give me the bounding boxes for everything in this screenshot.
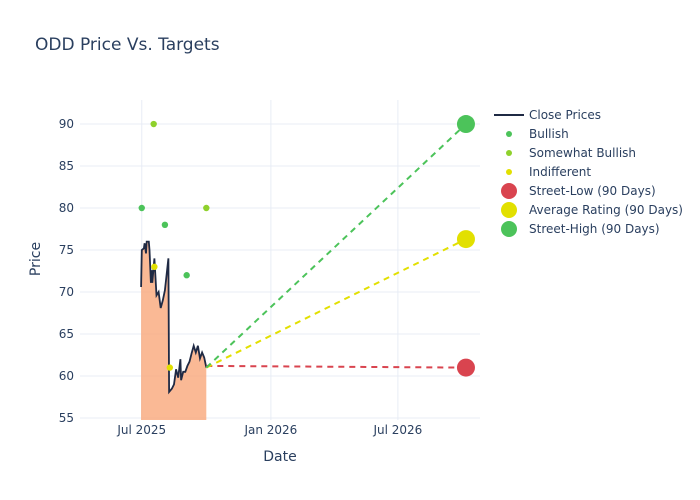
- street-low-target-marker: [456, 358, 475, 377]
- legend-marker-icon: [506, 131, 512, 137]
- y-tick-label: 70: [59, 285, 74, 299]
- street-high-target-marker: [456, 115, 475, 134]
- bullish-rating-point: [161, 221, 169, 229]
- average-rating-target-marker: [456, 230, 475, 249]
- legend-label: Close Prices: [529, 108, 601, 122]
- x-tick-label: Jan 2026: [243, 423, 297, 437]
- y-tick-label: 65: [59, 327, 74, 341]
- bullish-rating-point: [183, 272, 190, 279]
- legend-label: Average Rating (90 Days): [529, 203, 683, 217]
- legend-label: Somewhat Bullish: [529, 146, 636, 160]
- legend-label: Street-Low (90 Days): [529, 184, 656, 198]
- somewhat-bullish-rating-point: [203, 204, 210, 212]
- x-axis-label: Date: [263, 449, 296, 465]
- x-tick-label: Jul 2026: [372, 423, 422, 437]
- y-tick-label: 75: [59, 243, 74, 257]
- street-high-target-line: [205, 123, 467, 369]
- legend-label: Indifferent: [529, 165, 591, 179]
- legend-marker-icon: [501, 221, 517, 237]
- legend-marker-icon: [501, 202, 517, 218]
- y-tick-label: 80: [59, 201, 74, 215]
- somewhat-bullish-rating-point: [150, 120, 157, 128]
- street-low-target-line: [206, 364, 466, 369]
- y-tick-label: 85: [59, 159, 74, 173]
- y-tick-label: 60: [59, 369, 74, 383]
- indifferent-rating-point: [151, 263, 158, 271]
- average-rating-target-line: [205, 238, 467, 369]
- x-tick-label: Jul 2025: [116, 423, 166, 437]
- chart-title: ODD Price Vs. Targets: [35, 35, 220, 55]
- legend-marker-icon: [506, 169, 512, 175]
- legend-marker-icon: [506, 150, 512, 156]
- legend-label: Bullish: [529, 127, 569, 141]
- y-tick-label: 90: [59, 117, 74, 131]
- bullish-rating-point: [138, 204, 145, 212]
- close-price-area: [141, 241, 207, 420]
- close-price-line: [140, 240, 208, 395]
- legend-marker-icon: [501, 183, 517, 199]
- y-tick-label: 55: [59, 411, 74, 425]
- indifferent-rating-point: [166, 364, 174, 371]
- y-axis-label: Price: [28, 242, 44, 276]
- legend-label: Street-High (90 Days): [529, 222, 660, 236]
